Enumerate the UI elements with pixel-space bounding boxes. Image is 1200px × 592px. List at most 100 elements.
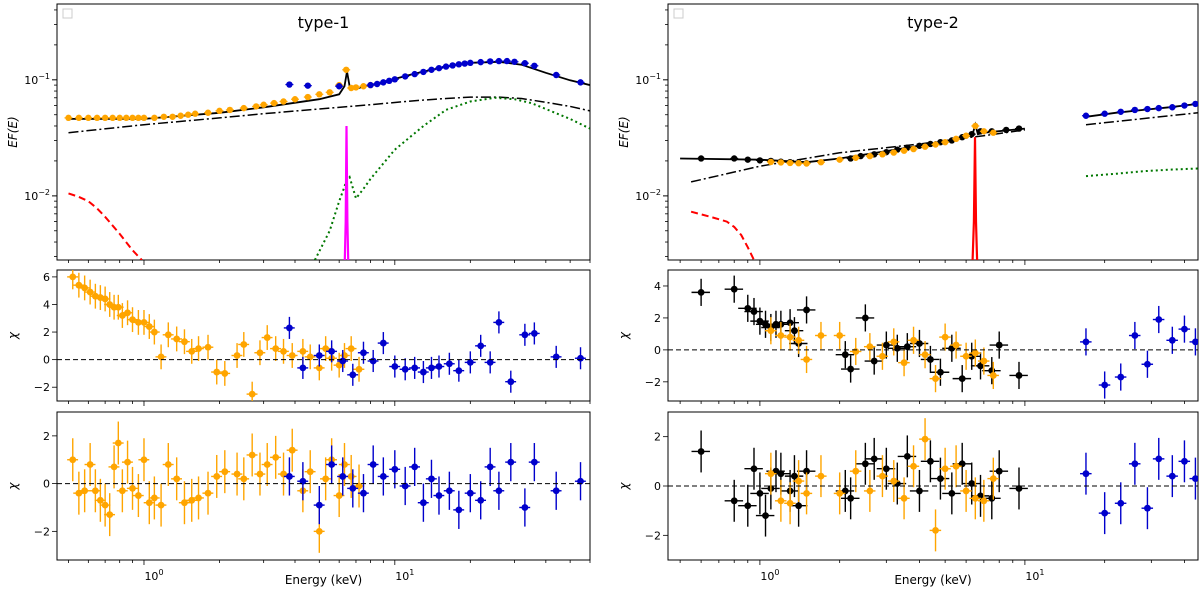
data-point <box>260 101 267 108</box>
residual-point <box>910 462 917 470</box>
y-tick-label: 2 <box>654 431 661 444</box>
residual-point <box>958 460 966 468</box>
residual-point <box>240 475 248 483</box>
data-point <box>401 73 409 80</box>
residual-point <box>756 317 764 325</box>
residual-point <box>921 435 929 443</box>
residual-point <box>157 353 165 361</box>
data-point <box>477 58 484 66</box>
residual-point <box>903 343 911 351</box>
residual-point <box>248 451 256 459</box>
residual-series-black <box>691 275 1028 393</box>
residual-point <box>360 349 367 357</box>
residual-point <box>1168 472 1176 480</box>
residual-point <box>221 370 229 377</box>
data-point <box>435 64 443 72</box>
y-tick-label: 10−1 <box>24 72 50 87</box>
residual-point <box>288 352 296 359</box>
residual-point <box>96 496 104 504</box>
residual-point <box>335 492 343 499</box>
residual-point <box>921 351 929 359</box>
panel-spectrum-1: 10−2 10−1 EF(E) <box>6 3 591 265</box>
residual-point <box>486 358 494 366</box>
residual-point <box>391 363 399 370</box>
residual-point <box>455 367 463 375</box>
model-line-soft-component <box>690 210 755 260</box>
residual-point <box>1015 372 1023 379</box>
data-point <box>291 96 299 103</box>
data-point <box>521 60 529 67</box>
y-axis-label: EF(E) <box>617 116 631 147</box>
data-point <box>151 114 158 122</box>
plot-area <box>64 57 590 260</box>
data-point <box>697 155 705 162</box>
residual-point <box>286 324 293 332</box>
residual-point <box>530 330 538 337</box>
residual-point <box>288 446 296 454</box>
residual-point <box>495 319 503 326</box>
residual-point <box>903 453 911 460</box>
residual-point <box>767 327 775 335</box>
y-axis-label: χ <box>6 331 20 340</box>
y-tick-label: 0 <box>43 354 50 367</box>
residual-point <box>847 494 855 502</box>
data-point <box>380 79 387 86</box>
residual-point <box>847 365 855 373</box>
residual-point <box>697 288 705 296</box>
residual-point <box>486 463 494 471</box>
legend-box <box>673 8 684 19</box>
panel-residual-2: −2 0 2 4 χ <box>617 269 1199 406</box>
residual-point <box>861 460 869 468</box>
data-point <box>360 83 367 90</box>
residual-point <box>870 357 878 365</box>
residual-point <box>1101 381 1109 389</box>
data-series-blue <box>1081 100 1198 119</box>
residual-point <box>299 364 307 372</box>
residual-point <box>419 368 427 376</box>
residual-point <box>836 332 844 339</box>
residual-point <box>803 306 810 314</box>
data-point <box>980 128 988 135</box>
data-point <box>836 156 843 163</box>
residual-point <box>980 357 988 365</box>
residual-point <box>145 499 153 507</box>
residual-point <box>900 494 908 502</box>
residual-point <box>263 461 271 468</box>
y-tick-label: 10−2 <box>635 188 661 203</box>
residual-point <box>164 461 172 468</box>
data-point <box>204 109 212 116</box>
plot-area <box>67 270 586 401</box>
data-point <box>184 111 192 118</box>
residual-point <box>841 487 849 495</box>
residual-point <box>328 461 336 468</box>
residual-point <box>1181 457 1188 465</box>
residual-point <box>256 349 264 357</box>
residual-point <box>817 332 825 339</box>
model-line-fe-k-line <box>971 137 979 260</box>
data-point <box>803 160 810 167</box>
panel-residual-2: −2 0 2 4 6 χ <box>6 269 591 406</box>
residual-point <box>181 338 188 346</box>
residual-point <box>577 354 584 362</box>
data-point <box>135 114 142 122</box>
residual-series-orange <box>764 317 999 393</box>
residual-point <box>101 501 109 509</box>
residual-point <box>466 358 474 366</box>
residual-point <box>188 347 196 355</box>
residual-point <box>435 363 443 370</box>
residual-point <box>1117 373 1125 381</box>
residual-point <box>315 527 323 535</box>
residual-point <box>173 335 181 343</box>
residual-point <box>1117 499 1125 507</box>
residual-point <box>852 348 860 355</box>
y-tick-label: 6 <box>43 271 50 284</box>
residual-point <box>391 465 399 473</box>
residual-point <box>910 336 917 344</box>
y-tick-label: 4 <box>654 280 661 293</box>
data-point <box>109 114 116 122</box>
residual-point <box>1155 316 1163 323</box>
residual-point <box>379 473 387 480</box>
x-tick-label: 101 <box>395 568 414 583</box>
data-point <box>866 152 874 160</box>
